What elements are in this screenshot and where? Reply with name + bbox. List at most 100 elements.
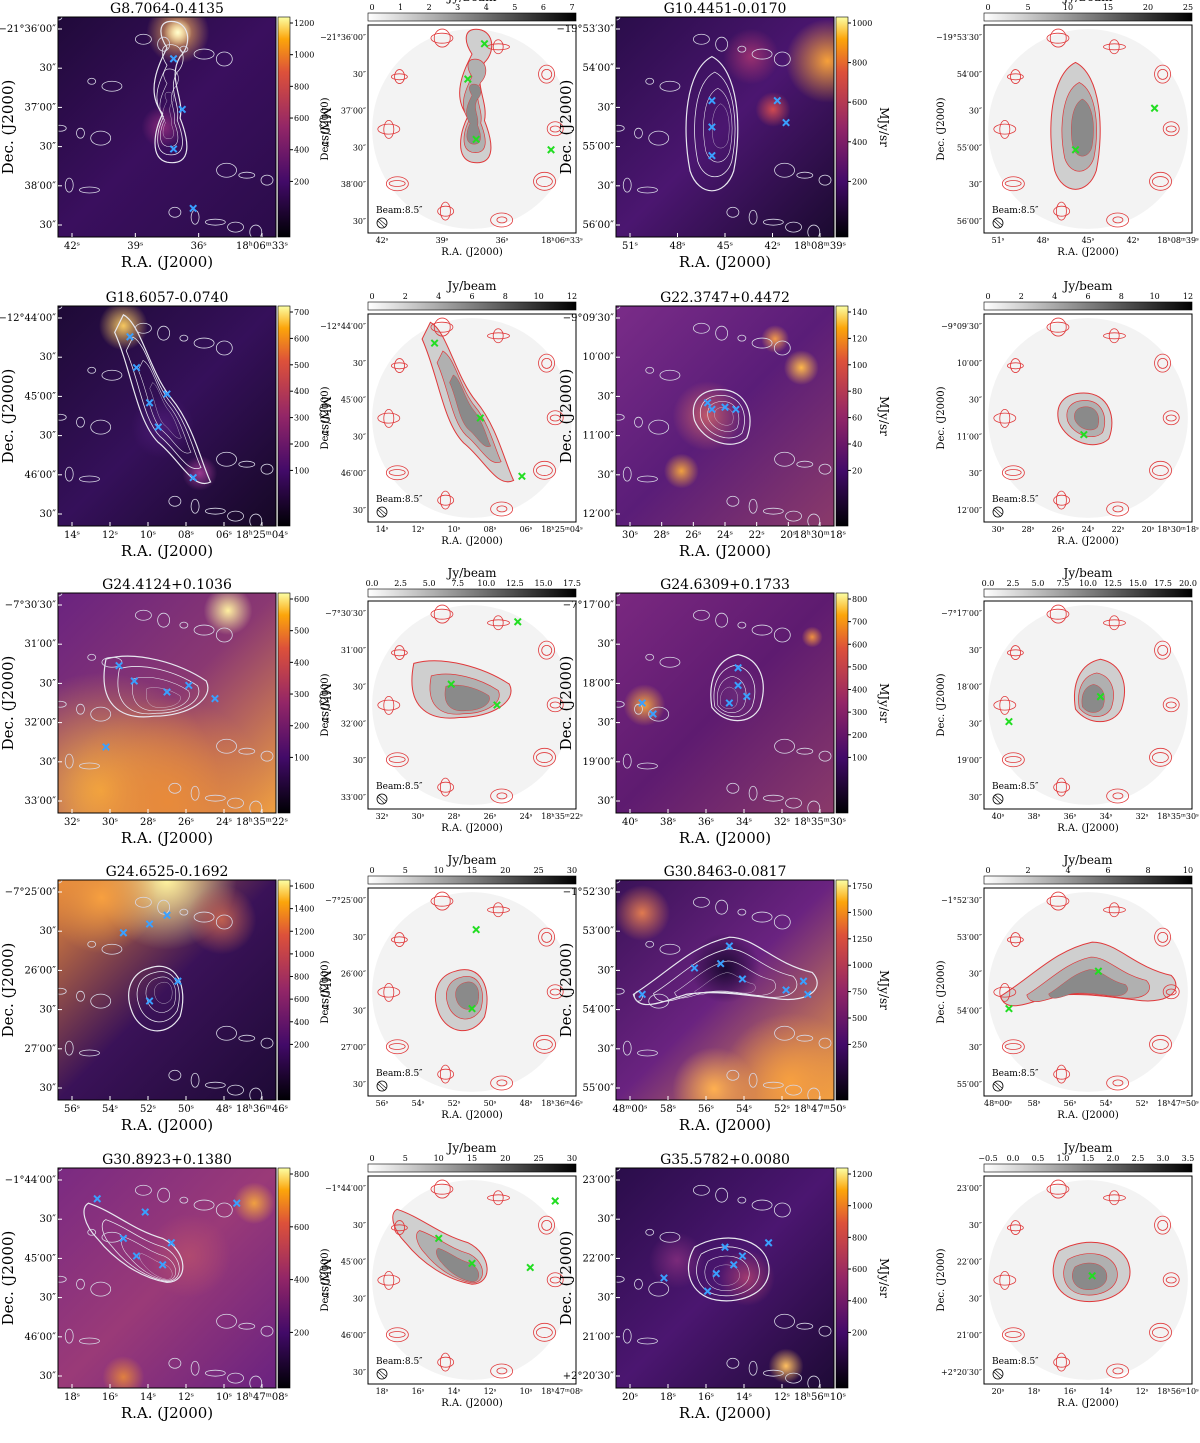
mm-noise-contour [487, 332, 510, 340]
ra-tick-label: 20ˢ [1142, 525, 1155, 534]
ir-noise-contour [616, 124, 625, 132]
ir-contour-inner [720, 686, 738, 709]
dec-axis-label: Dec. (J2000) [0, 943, 17, 1038]
ir-source-blob [203, 593, 253, 636]
mm-noise-contour [1046, 1183, 1070, 1195]
beam-hatch [377, 218, 387, 228]
colorbar-unit: MJy/sr [877, 970, 891, 1010]
ir-noise-contour [64, 753, 74, 769]
dec-axis-label: Dec. (J2000) [0, 369, 17, 464]
beam-hatch [993, 1369, 1003, 1379]
ir-colorbar [835, 305, 849, 527]
colorbar-tick-label: 200 [294, 1040, 309, 1049]
ir-noise-contour [135, 896, 152, 908]
beam-ellipse [992, 506, 1004, 518]
mm-colorbar-tick-label: 0 [369, 866, 374, 875]
ir-noise-contour [135, 322, 152, 334]
ir-source-blob [141, 106, 184, 148]
mm-colorbar-tick-label: 5.0 [1032, 579, 1045, 588]
ir-emission [616, 306, 832, 526]
dense-core-marker [163, 688, 171, 696]
mm-noise-contour [1112, 792, 1124, 800]
mm-colorbar-tick-label: 5 [1025, 3, 1030, 12]
mm-colorbar-tick-label: 12 [567, 292, 577, 301]
mm-colorbar-tick-label: 8 [503, 292, 508, 301]
dec-tick-label: 45′00″ [341, 396, 366, 405]
mm-noise-contour [390, 362, 408, 370]
ir-noise-contour [622, 466, 632, 482]
dense-core-marker [721, 403, 729, 412]
mm-colorbar-tick-label: 6 [1085, 292, 1090, 301]
mm-noise-contour [1001, 1039, 1025, 1055]
mm-core-marker [472, 135, 481, 144]
mm-emission [988, 604, 1188, 805]
ir-noise-contour [227, 221, 244, 233]
ir-noise-contour [693, 1184, 710, 1196]
mm-noise-contour [541, 644, 553, 656]
ra-axis-label: R.A. (J2000) [121, 542, 213, 560]
mm-noise-contour [535, 1327, 553, 1338]
colorbar-tick-label: 1000 [294, 950, 314, 959]
mm-noise-contour [1006, 936, 1024, 944]
dec-tick-label: 32′00″ [341, 719, 366, 728]
mm-contour-inner [455, 981, 479, 1010]
ir-noise-contour [58, 413, 67, 421]
ra-tick-label: 20ˢ [780, 530, 796, 541]
mm-noise-contour [1046, 32, 1070, 44]
beam-ellipse [992, 217, 1004, 229]
ra-axis-label: R.A. (J2000) [441, 1398, 503, 1409]
ir-contour [153, 20, 189, 164]
dec-tick-label: 37′00″ [341, 107, 366, 116]
mm-noise-contour [533, 1322, 556, 1342]
dec-tick-label: 21′00″ [957, 1331, 982, 1340]
ir-panel: G22.3747+0.4472 140 120 100 80 60 40 20 MJy/sr 30… [557, 290, 891, 560]
mm-noise-contour [383, 119, 395, 139]
ra-axis-label: R.A. (J2000) [1057, 823, 1119, 834]
ir-source-blob [761, 325, 790, 353]
ir-source-blob [785, 19, 834, 103]
mm-noise-contour [549, 125, 561, 133]
ra-tick-label: 18ʰ47ᵐ50ˢ [1157, 1099, 1199, 1108]
mm-colorbar-tick-label: 3 [455, 3, 460, 12]
ra-tick-label: 18ʰ35ᵐ30ˢ [1157, 812, 1199, 821]
colorbar-tick-label: 700 [294, 308, 309, 317]
colorbar-tick-label: 600 [852, 98, 867, 107]
mm-noise-contour [1108, 902, 1120, 918]
mm-noise-contour [1010, 932, 1021, 947]
mm-colorbar-tick-label: 15 [1103, 3, 1113, 12]
colorbar-unit: MJy/sr [319, 970, 333, 1010]
ir-noise-contour [659, 1231, 681, 1243]
ir-contour-inner [132, 677, 190, 711]
ir-noise-contour [715, 325, 729, 341]
ir-noise-contour [87, 653, 97, 661]
mm-colorbar-tick-label: 0 [985, 292, 990, 301]
ra-tick-label: 18ʰ35ᵐ30ˢ [794, 817, 846, 828]
dec-tick-label: +2°20′30″ [941, 1368, 982, 1377]
beam-ellipse [376, 1368, 388, 1380]
mm-noise-contour [1001, 752, 1025, 768]
ir-contour-inner [712, 103, 730, 149]
dec-tick-label: 30″ [969, 1221, 982, 1230]
dec-axis-label: Dec. (J2000) [936, 1248, 947, 1311]
ra-axis-label: R.A. (J2000) [1057, 247, 1119, 258]
mm-noise-contour [1154, 640, 1171, 660]
ir-noise-contour [238, 1034, 256, 1042]
mm-noise-contour [492, 328, 504, 344]
dec-tick-label: 46′00″ [25, 1332, 57, 1343]
ir-noise-contour [87, 1228, 97, 1236]
dec-tick-label: 21′00″ [583, 1332, 615, 1343]
colorbar-tick-label: 600 [294, 1223, 309, 1232]
mm-noise-contour [490, 1363, 514, 1379]
ir-noise-contour [818, 1325, 832, 1337]
ir-panel: G35.5782+0.0080 1200 1000 800 600 400 200 MJy/s… [557, 1152, 891, 1422]
ir-noise-contour [785, 797, 802, 809]
ir-noise-contour [249, 800, 263, 813]
mm-contour-inner [1072, 1262, 1107, 1290]
dense-core-marker [712, 1269, 721, 1278]
mm-noise-contour [1162, 410, 1180, 426]
ra-axis-label: R.A. (J2000) [679, 1404, 771, 1422]
dense-core-marker [141, 1208, 150, 1216]
ra-tick-label: 56ˢ [376, 1099, 389, 1108]
mm-colorbar-tick-label: 5.0 [423, 579, 436, 588]
ir-contour-inner [145, 976, 176, 1013]
